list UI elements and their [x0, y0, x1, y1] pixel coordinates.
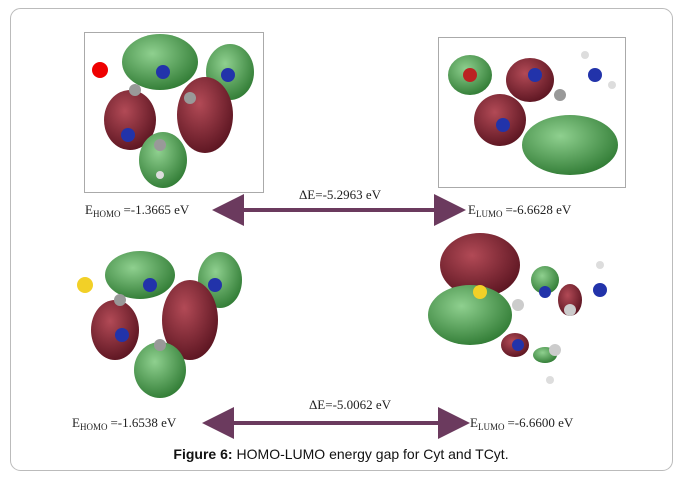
gap-label: ΔE=-5.0062 eV	[309, 397, 392, 412]
text-part: HOMO	[80, 422, 108, 432]
orbital-image	[85, 33, 264, 193]
text-part: LUMO	[476, 209, 503, 219]
text-part: E	[85, 202, 93, 217]
text-part: =-1.3665 eV	[123, 202, 189, 217]
text-part: =-6.6600 eV	[507, 415, 573, 430]
text-part: HOMO-LUMO energy gap for Cyt and TCyt.	[237, 446, 509, 462]
text-part: HOMO	[93, 209, 121, 219]
figure: EHOMO=-1.3665 eV ΔE=-5.2963 eV ELUMO=-6.…	[0, 0, 683, 473]
text-part: E	[468, 202, 476, 217]
text-part: E	[72, 415, 80, 430]
text-part: LUMO	[478, 422, 505, 432]
orbital-image	[439, 38, 626, 188]
text-part: =-1.6538 eV	[110, 415, 176, 430]
gap-label: ΔE=-5.2963 eV	[299, 187, 382, 202]
text-part: E	[470, 415, 478, 430]
text-part: Figure 6:	[173, 446, 232, 462]
text-part: =-6.6628 eV	[505, 202, 571, 217]
caption: Figure 6: HOMO-LUMO energy gap for Cyt an…	[173, 446, 508, 462]
